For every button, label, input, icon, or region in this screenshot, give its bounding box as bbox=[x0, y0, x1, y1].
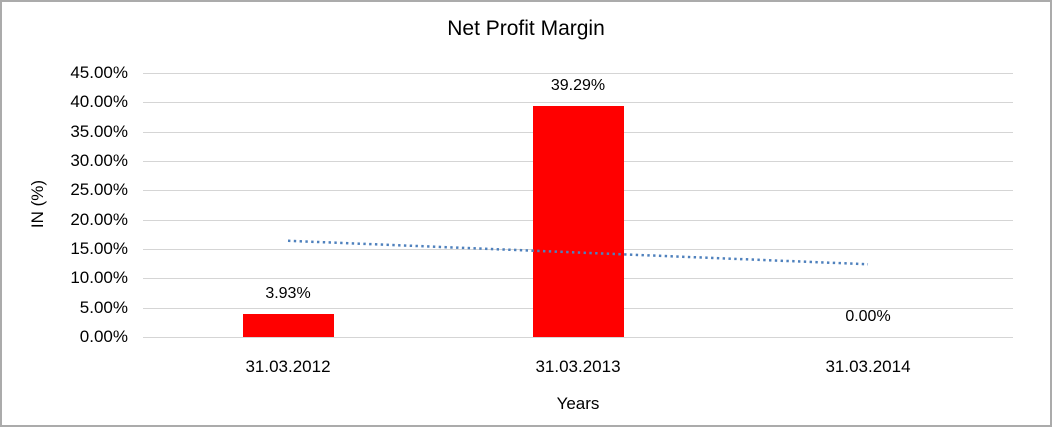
chart-title: Net Profit Margin bbox=[447, 17, 605, 40]
bar-data-label: 39.29% bbox=[550, 77, 606, 95]
bar bbox=[242, 313, 334, 337]
y-tick-label: 40.00% bbox=[70, 92, 128, 112]
y-tick-label: 20.00% bbox=[70, 209, 128, 229]
y-tick-label: 30.00% bbox=[70, 151, 128, 170]
y-tick-label: 25.00% bbox=[70, 180, 128, 200]
x-axis-title: Years bbox=[556, 394, 600, 413]
bar-data-label: 3.93% bbox=[265, 284, 311, 302]
bar-data-label: 0.00% bbox=[845, 308, 891, 325]
y-tick-label: 0.00% bbox=[79, 327, 128, 346]
y-gridline bbox=[143, 337, 1013, 338]
y-tick-label: 35.00% bbox=[70, 121, 128, 141]
y-gridline bbox=[143, 102, 1013, 104]
bar bbox=[532, 106, 624, 337]
y-tick-label: 10.00% bbox=[70, 268, 128, 288]
x-tick-label: 31.03.2013 bbox=[535, 357, 621, 376]
y-tick-label: 5.00% bbox=[79, 297, 128, 317]
y-gridline bbox=[143, 73, 1013, 74]
y-tick-label: 15.00% bbox=[70, 239, 128, 258]
x-tick-label: 31.03.2014 bbox=[825, 357, 911, 376]
x-tick-label: 31.03.2012 bbox=[245, 357, 331, 376]
y-tick-label: 45.00% bbox=[70, 63, 128, 82]
